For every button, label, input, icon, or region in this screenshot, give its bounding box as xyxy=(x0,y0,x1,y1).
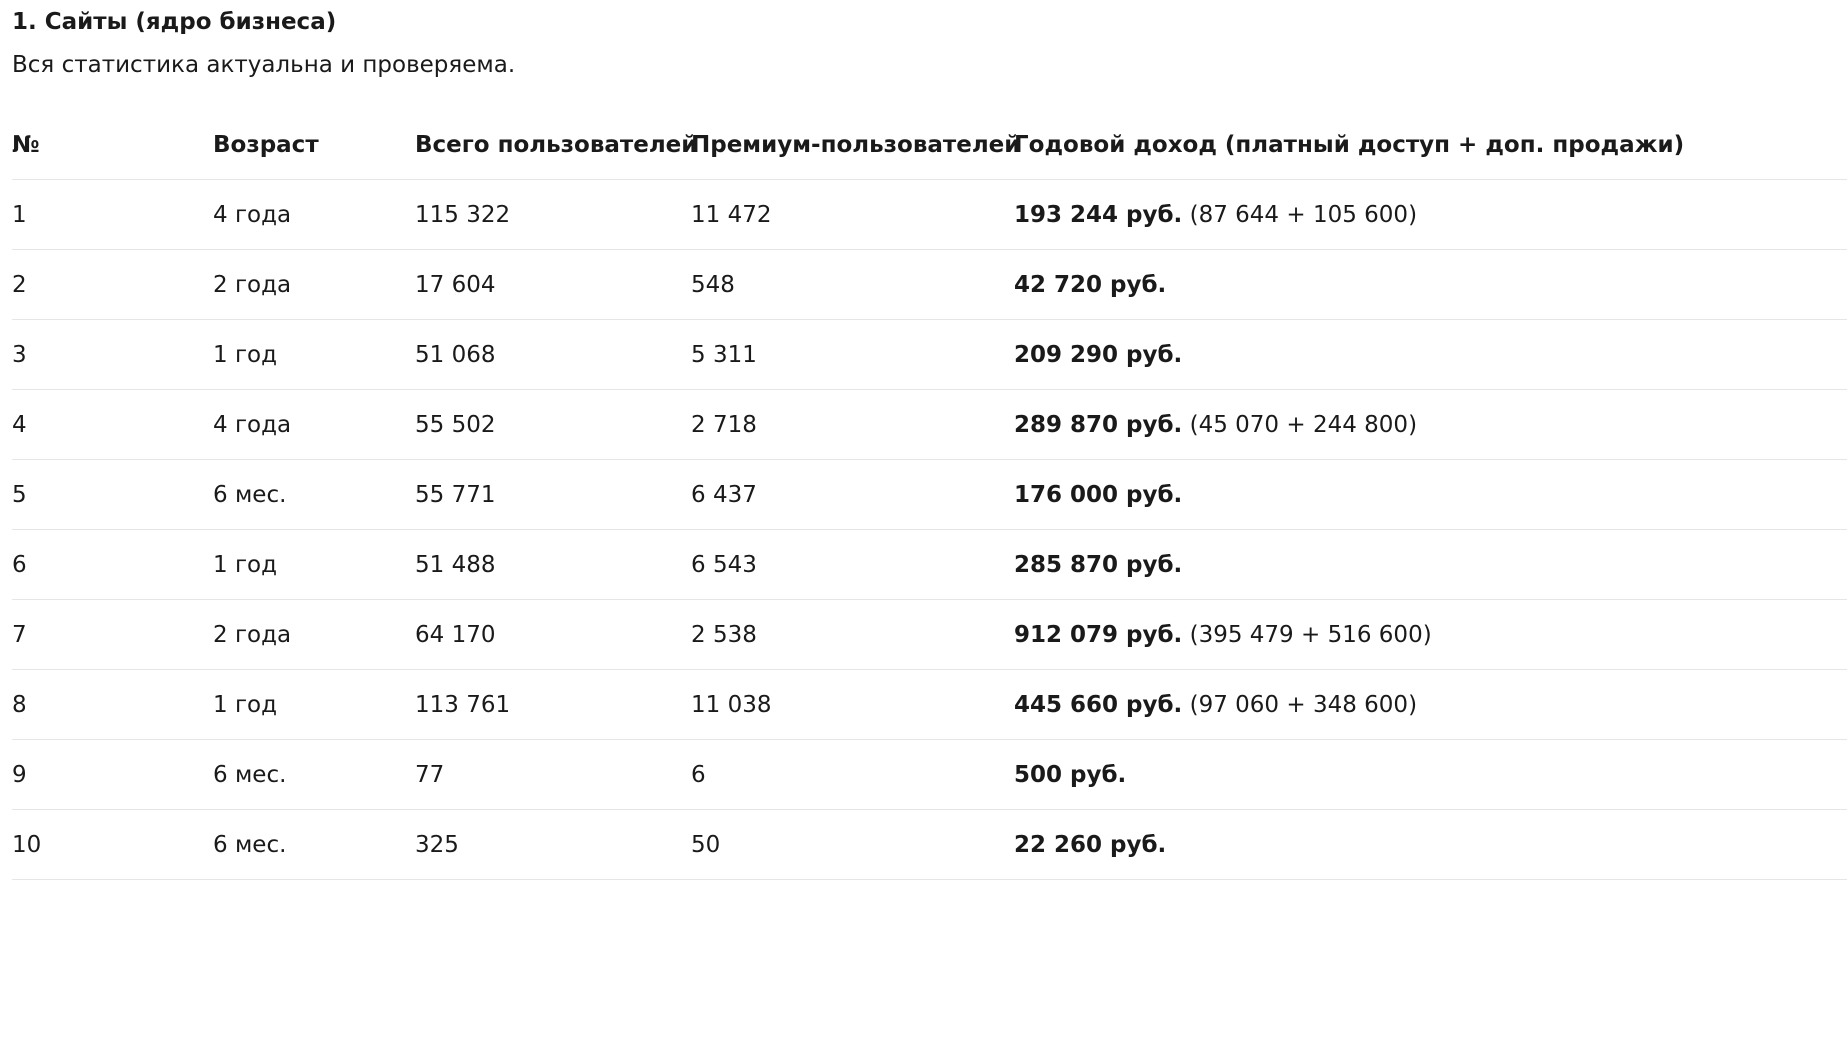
table-header-row: № Возраст Всего пользователей Премиум-по… xyxy=(12,110,1847,180)
cell-premium-users: 11 038 xyxy=(691,669,1014,740)
cell-premium-users: 6 437 xyxy=(691,459,1014,530)
cell-premium-users: 11 472 xyxy=(691,179,1014,250)
cell-age: 1 год xyxy=(213,319,415,390)
cell-total-users: 115 322 xyxy=(415,179,691,250)
cell-number: 4 xyxy=(12,389,213,460)
cell-number: 2 xyxy=(12,249,213,320)
revenue-total: 209 290 руб. xyxy=(1014,341,1183,368)
revenue-total: 176 000 руб. xyxy=(1014,481,1183,508)
section-subtitle: Вся статистика актуальна и проверяема. xyxy=(12,52,516,78)
cell-premium-users: 5 311 xyxy=(691,319,1014,390)
table-row: 4 4 года 55 502 2 718 289 870 руб. (45 0… xyxy=(12,389,1847,460)
cell-age: 1 год xyxy=(213,669,415,740)
cell-revenue: 42 720 руб. xyxy=(1014,249,1847,320)
revenue-total: 289 870 руб. xyxy=(1014,411,1183,438)
cell-revenue: 209 290 руб. xyxy=(1014,319,1847,390)
table-row: 9 6 мес. 77 6 500 руб. xyxy=(12,739,1847,810)
table-row: 7 2 года 64 170 2 538 912 079 руб. (395 … xyxy=(12,599,1847,670)
table-row: 2 2 года 17 604 548 42 720 руб. xyxy=(12,249,1847,320)
revenue-total: 22 260 руб. xyxy=(1014,831,1167,858)
revenue-total: 193 244 руб. xyxy=(1014,201,1183,228)
table-row: 1 4 года 115 322 11 472 193 244 руб. (87… xyxy=(12,179,1847,250)
table-body: 1 4 года 115 322 11 472 193 244 руб. (87… xyxy=(12,179,1847,880)
cell-revenue: 500 руб. xyxy=(1014,739,1847,810)
cell-number: 8 xyxy=(12,669,213,740)
cell-premium-users: 2 718 xyxy=(691,389,1014,460)
cell-revenue: 445 660 руб. (97 060 + 348 600) xyxy=(1014,669,1847,740)
cell-total-users: 325 xyxy=(415,809,691,880)
cell-age: 2 года xyxy=(213,599,415,670)
cell-total-users: 55 771 xyxy=(415,459,691,530)
revenue-total: 500 руб. xyxy=(1014,761,1127,788)
cell-age: 6 мес. xyxy=(213,459,415,530)
cell-total-users: 77 xyxy=(415,739,691,810)
header-annual-revenue: Годовой доход (платный доступ + доп. про… xyxy=(1014,110,1847,180)
cell-age: 1 год xyxy=(213,529,415,600)
cell-number: 5 xyxy=(12,459,213,530)
header-total-users: Всего пользователей xyxy=(415,110,697,180)
cell-number: 9 xyxy=(12,739,213,810)
table-row: 6 1 год 51 488 6 543 285 870 руб. xyxy=(12,529,1847,600)
revenue-total: 445 660 руб. xyxy=(1014,691,1183,718)
revenue-breakdown: (97 060 + 348 600) xyxy=(1189,691,1418,718)
cell-revenue: 193 244 руб. (87 644 + 105 600) xyxy=(1014,179,1847,250)
cell-revenue: 289 870 руб. (45 070 + 244 800) xyxy=(1014,389,1847,460)
sites-table: № Возраст Всего пользователей Премиум-по… xyxy=(12,110,1847,880)
cell-premium-users: 6 543 xyxy=(691,529,1014,600)
cell-number: 10 xyxy=(12,809,213,880)
cell-revenue: 22 260 руб. xyxy=(1014,809,1847,880)
cell-total-users: 55 502 xyxy=(415,389,691,460)
cell-premium-users: 2 538 xyxy=(691,599,1014,670)
table-row: 5 6 мес. 55 771 6 437 176 000 руб. xyxy=(12,459,1847,530)
cell-total-users: 51 488 xyxy=(415,529,691,600)
revenue-total: 912 079 руб. xyxy=(1014,621,1183,648)
cell-age: 4 года xyxy=(213,389,415,460)
header-premium-users: Премиум-пользователей xyxy=(691,110,1020,180)
cell-total-users: 113 761 xyxy=(415,669,691,740)
cell-age: 6 мес. xyxy=(213,809,415,880)
cell-number: 3 xyxy=(12,319,213,390)
table-row: 10 6 мес. 325 50 22 260 руб. xyxy=(12,809,1847,880)
cell-total-users: 51 068 xyxy=(415,319,691,390)
revenue-breakdown: (45 070 + 244 800) xyxy=(1189,411,1418,438)
revenue-breakdown: (395 479 + 516 600) xyxy=(1189,621,1432,648)
header-number: № xyxy=(12,110,213,180)
cell-revenue: 912 079 руб. (395 479 + 516 600) xyxy=(1014,599,1847,670)
cell-total-users: 64 170 xyxy=(415,599,691,670)
cell-number: 7 xyxy=(12,599,213,670)
revenue-total: 42 720 руб. xyxy=(1014,271,1167,298)
cell-revenue: 285 870 руб. xyxy=(1014,529,1847,600)
cell-age: 4 года xyxy=(213,179,415,250)
cell-revenue: 176 000 руб. xyxy=(1014,459,1847,530)
header-age: Возраст xyxy=(213,110,415,180)
cell-number: 1 xyxy=(12,179,213,250)
table-row: 3 1 год 51 068 5 311 209 290 руб. xyxy=(12,319,1847,390)
cell-premium-users: 50 xyxy=(691,809,1014,880)
cell-premium-users: 6 xyxy=(691,739,1014,810)
cell-premium-users: 548 xyxy=(691,249,1014,320)
revenue-total: 285 870 руб. xyxy=(1014,551,1183,578)
cell-age: 2 года xyxy=(213,249,415,320)
table-row: 8 1 год 113 761 11 038 445 660 руб. (97 … xyxy=(12,669,1847,740)
cell-number: 6 xyxy=(12,529,213,600)
section-heading: 1. Сайты (ядро бизнеса) xyxy=(12,9,337,35)
cell-total-users: 17 604 xyxy=(415,249,691,320)
revenue-breakdown: (87 644 + 105 600) xyxy=(1189,201,1418,228)
cell-age: 6 мес. xyxy=(213,739,415,810)
